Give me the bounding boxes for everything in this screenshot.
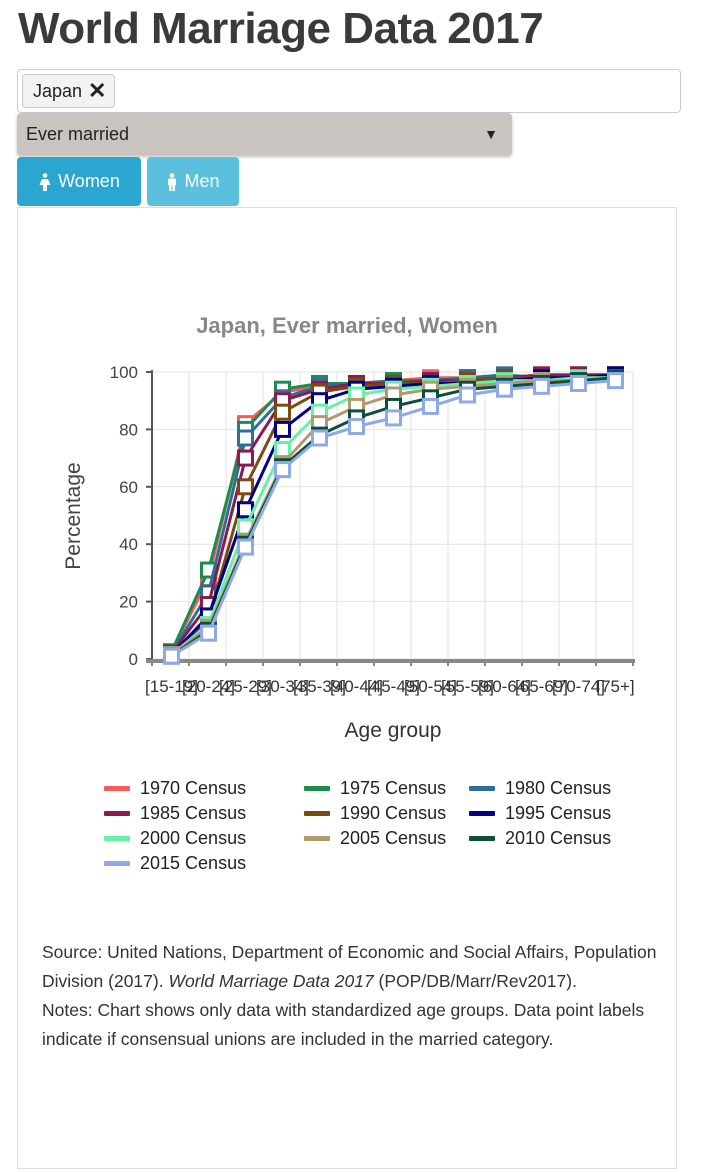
y-tick-label: 20 [119, 593, 138, 612]
legend-label: 1990 Census [340, 803, 447, 823]
source-notes: Source: United Nations, Department of Ec… [42, 942, 657, 1049]
data-point-marker[interactable] [533, 377, 550, 395]
legend-item[interactable]: 1970 Census [104, 778, 246, 799]
legend-label: 2015 Census [140, 853, 247, 873]
country-multiselect[interactable]: Japan ✕ [17, 69, 681, 113]
legend-item[interactable]: 2000 Census [104, 828, 246, 849]
y-tick-label: 0 [129, 650, 138, 669]
men-button-label: Men [184, 171, 220, 191]
data-point-marker[interactable] [459, 386, 476, 404]
legend-item[interactable]: 2015 Census [104, 853, 246, 874]
legend-item[interactable]: 1995 Census [469, 803, 611, 824]
data-point-marker[interactable] [311, 429, 328, 447]
legend-item[interactable]: 1990 Census [304, 803, 446, 824]
y-tick-label: 80 [119, 420, 138, 439]
chart-panel [17, 207, 677, 1169]
data-point-marker[interactable] [274, 440, 291, 458]
x-tick-label: [40-44] [330, 677, 383, 696]
legend-label: 1980 Census [505, 778, 612, 798]
legend-item[interactable]: 1980 Census [469, 778, 611, 799]
series-line [163, 372, 624, 665]
x-tick-label: [75+] [596, 677, 634, 696]
data-point-marker[interactable] [607, 372, 624, 390]
data-point-marker[interactable] [237, 449, 254, 467]
data-point-marker[interactable] [385, 409, 402, 427]
page-title: World Marriage Data 2017 [18, 4, 544, 53]
data-point-marker[interactable] [422, 397, 439, 415]
men-button[interactable]: Men [147, 157, 239, 206]
women-button-label: Women [58, 171, 120, 191]
x-tick-label: [50-54] [404, 677, 457, 696]
legend-item[interactable]: 1975 Census [304, 778, 446, 799]
data-point-marker[interactable] [163, 647, 180, 665]
legend-label: 1995 Census [505, 803, 612, 823]
x-tick-label: [35-39] [293, 677, 346, 696]
indicator-select-value: Ever married [26, 123, 130, 144]
legend-item[interactable]: 2010 Census [469, 828, 611, 849]
legend-swatch-icon [304, 836, 330, 841]
y-tick-label: 40 [119, 535, 138, 554]
legend-swatch-icon [469, 811, 495, 816]
data-point-marker[interactable] [237, 429, 254, 447]
y-tick-label: 100 [110, 363, 138, 382]
x-axis-label: Age group [345, 719, 442, 742]
female-icon [39, 172, 51, 191]
legend-label: 2000 Census [140, 828, 247, 848]
country-tag-label: Japan [33, 80, 83, 101]
data-point-marker[interactable] [274, 403, 291, 421]
line-chart: Japan, Ever married, Women 0 20 40 60 80 100 [1… [62, 313, 635, 742]
x-tick-label: [70-74] [552, 677, 605, 696]
legend-swatch-icon [304, 786, 330, 791]
data-point-marker[interactable] [274, 420, 291, 438]
country-tag-japan[interactable]: Japan ✕ [22, 74, 116, 108]
y-axis-label: Percentage [62, 462, 85, 569]
x-tick-label: [55-59] [441, 677, 494, 696]
legend-item[interactable]: 1985 Census [104, 803, 246, 824]
y-tick-label: 60 [119, 478, 138, 497]
legend-label: 2010 Census [505, 828, 612, 848]
close-icon[interactable]: ✕ [88, 78, 107, 103]
women-button[interactable]: Women [17, 157, 141, 206]
x-tick-label: [15-19] [145, 677, 198, 696]
data-point-marker[interactable] [237, 478, 254, 496]
data-point-marker[interactable] [570, 374, 587, 392]
x-tick-label: [25-29] [219, 677, 272, 696]
chart-title: Japan, Ever married, Women [196, 313, 498, 338]
indicator-select[interactable]: Ever married ▼ [17, 113, 512, 155]
x-tick-label: [30-34] [256, 677, 309, 696]
legend-label: 2005 Census [340, 828, 447, 848]
x-tick-label: [60-64] [478, 677, 531, 696]
legend-swatch-icon [304, 811, 330, 816]
legend-item[interactable]: 2005 Census [304, 828, 446, 849]
legend-label: 1985 Census [140, 803, 247, 823]
legend-label: 1970 Census [140, 778, 247, 798]
x-tick-label: [65-69] [515, 677, 568, 696]
legend-swatch-icon [104, 861, 130, 866]
data-point-marker[interactable] [496, 380, 513, 398]
male-icon [168, 172, 177, 191]
legend-swatch-icon [469, 786, 495, 791]
data-point-marker[interactable] [237, 538, 254, 556]
data-point-marker[interactable] [274, 461, 291, 479]
legend-label: 1975 Census [340, 778, 447, 798]
caret-down-icon: ▼ [484, 126, 498, 142]
x-tick-label: [45-49] [367, 677, 420, 696]
legend-swatch-icon [104, 811, 130, 816]
x-tick-label: [20-24] [182, 677, 235, 696]
legend-swatch-icon [104, 836, 130, 841]
data-point-marker[interactable] [348, 418, 365, 436]
legend-swatch-icon [104, 786, 130, 791]
legend-swatch-icon [469, 836, 495, 841]
data-point-marker[interactable] [200, 624, 217, 642]
